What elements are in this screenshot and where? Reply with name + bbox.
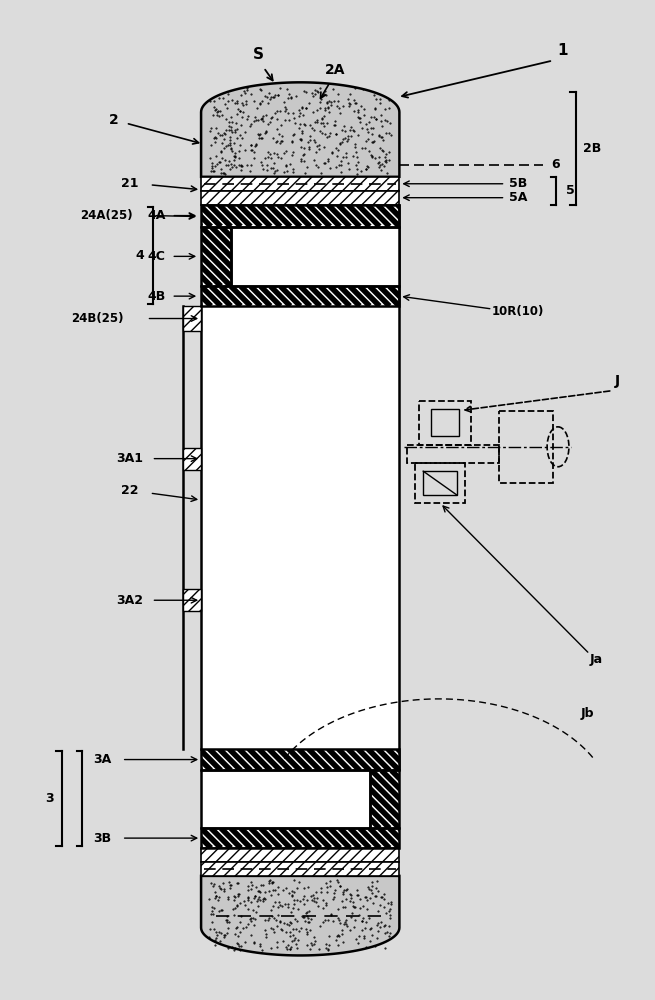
Bar xyxy=(498,410,553,483)
Bar xyxy=(201,286,400,306)
Text: 6: 6 xyxy=(552,158,561,171)
Text: 2: 2 xyxy=(109,113,119,127)
Text: 1: 1 xyxy=(558,43,569,58)
Text: 2B: 2B xyxy=(582,142,601,155)
Bar xyxy=(201,862,400,876)
Text: 24A(25): 24A(25) xyxy=(81,209,133,222)
Text: Ja: Ja xyxy=(589,653,602,666)
Text: 4: 4 xyxy=(135,249,144,262)
Bar xyxy=(423,471,457,495)
Bar xyxy=(419,401,471,445)
Text: 24B(25): 24B(25) xyxy=(71,312,123,325)
Bar xyxy=(183,589,201,611)
Bar xyxy=(201,828,400,848)
Text: 3A1: 3A1 xyxy=(116,452,143,465)
Bar xyxy=(201,306,400,749)
Bar xyxy=(183,306,201,331)
Text: 5B: 5B xyxy=(509,177,527,190)
Bar xyxy=(201,749,400,770)
Polygon shape xyxy=(201,82,400,177)
Bar xyxy=(201,177,400,191)
Bar xyxy=(369,770,400,828)
Bar xyxy=(201,205,400,227)
Bar xyxy=(201,828,400,848)
Polygon shape xyxy=(201,876,400,955)
Bar xyxy=(201,770,369,828)
Text: Jb: Jb xyxy=(581,707,595,720)
Bar xyxy=(201,227,231,286)
Bar xyxy=(431,409,459,436)
Bar xyxy=(183,448,201,470)
Bar xyxy=(201,227,231,286)
Bar xyxy=(201,205,400,227)
Bar xyxy=(201,191,400,205)
Text: 3B: 3B xyxy=(93,832,111,845)
Text: 5: 5 xyxy=(565,184,574,197)
Text: 3A2: 3A2 xyxy=(116,594,143,607)
Text: 4C: 4C xyxy=(147,250,166,263)
Bar xyxy=(369,770,400,828)
Bar xyxy=(201,749,400,770)
Bar xyxy=(407,445,498,463)
Text: 10R(10): 10R(10) xyxy=(492,305,544,318)
Text: 4B: 4B xyxy=(147,290,166,303)
Text: 5A: 5A xyxy=(509,191,527,204)
Text: 3A: 3A xyxy=(93,753,111,766)
Bar xyxy=(201,848,400,862)
Bar xyxy=(201,286,400,306)
Bar xyxy=(231,227,400,286)
Text: 4A: 4A xyxy=(147,209,166,222)
Text: S: S xyxy=(253,47,264,62)
Text: 22: 22 xyxy=(121,484,138,497)
Text: 21: 21 xyxy=(121,177,138,190)
Text: J: J xyxy=(615,374,620,388)
Bar xyxy=(415,463,465,503)
Text: 2A: 2A xyxy=(325,63,345,77)
Text: 3: 3 xyxy=(45,792,54,805)
